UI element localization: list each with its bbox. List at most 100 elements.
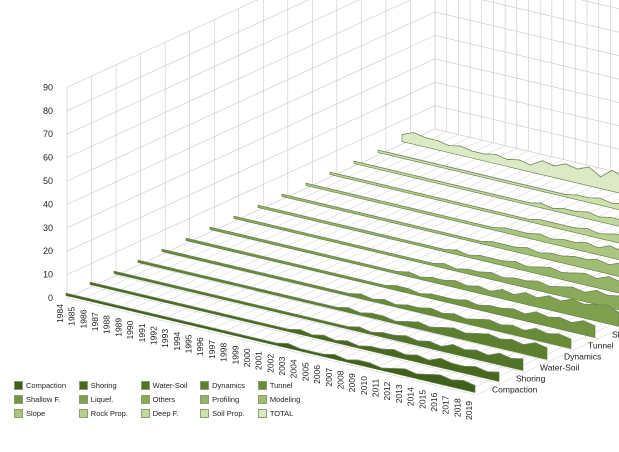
gridline bbox=[475, 329, 619, 396]
legend-swatch bbox=[257, 395, 267, 404]
y-tick-label: 50 bbox=[43, 176, 53, 186]
data-point bbox=[365, 163, 367, 165]
data-point bbox=[377, 149, 379, 151]
x-tick-label: 1988 bbox=[102, 315, 112, 334]
data-point bbox=[466, 285, 468, 287]
data-point bbox=[323, 334, 325, 336]
data-point bbox=[460, 145, 461, 147]
gridline bbox=[464, 320, 619, 393]
data-point bbox=[561, 272, 563, 273]
data-point bbox=[436, 163, 437, 165]
data-point bbox=[493, 210, 494, 212]
data-point bbox=[384, 284, 386, 286]
data-point bbox=[325, 271, 327, 272]
legend-item: Compaction bbox=[14, 381, 70, 390]
data-point bbox=[552, 207, 554, 209]
data-point bbox=[361, 262, 363, 264]
data-point bbox=[399, 204, 400, 206]
gridline bbox=[288, 198, 619, 351]
data-point bbox=[254, 287, 256, 289]
series-profiling bbox=[257, 204, 619, 294]
data-point bbox=[455, 268, 457, 270]
data-point bbox=[346, 359, 347, 361]
legend-item: Modeling bbox=[257, 395, 304, 404]
series-depth-label: Tunnel bbox=[588, 341, 614, 351]
data-point bbox=[364, 196, 365, 198]
data-point bbox=[587, 211, 589, 213]
data-point bbox=[476, 333, 478, 334]
data-point bbox=[412, 174, 413, 176]
series-depth-label: Compaction bbox=[492, 385, 538, 395]
data-point bbox=[267, 257, 269, 258]
data-point bbox=[455, 280, 456, 282]
gridline bbox=[323, 223, 619, 360]
data-point bbox=[148, 279, 150, 280]
data-point bbox=[381, 367, 382, 369]
gridline bbox=[242, 170, 611, 340]
x-tick-label: 2004 bbox=[289, 359, 299, 378]
data-point bbox=[393, 349, 395, 350]
y-tick-label: 70 bbox=[43, 129, 53, 139]
data-point bbox=[541, 188, 542, 190]
data-point bbox=[375, 199, 377, 201]
series-line bbox=[185, 237, 596, 327]
legend-item: Shallow F. bbox=[14, 395, 70, 404]
data-point bbox=[525, 280, 527, 282]
data-point bbox=[136, 276, 138, 278]
data-point bbox=[135, 309, 137, 311]
data-point bbox=[586, 242, 587, 244]
data-point bbox=[389, 152, 391, 154]
data-point bbox=[563, 208, 565, 210]
gridline bbox=[218, 164, 588, 335]
data-point bbox=[598, 233, 600, 234]
data-point bbox=[311, 334, 313, 336]
legend-item: Slope bbox=[14, 409, 70, 418]
series-compaction bbox=[65, 292, 476, 393]
data-point bbox=[538, 252, 540, 254]
data-point bbox=[572, 286, 574, 288]
data-point bbox=[256, 237, 258, 239]
series-shoring bbox=[89, 281, 500, 382]
data-point bbox=[442, 296, 444, 298]
gridline bbox=[300, 206, 619, 354]
series-water-soil bbox=[113, 270, 524, 371]
data-point bbox=[375, 215, 376, 217]
data-point bbox=[489, 305, 491, 306]
data-point bbox=[398, 221, 400, 223]
data-point bbox=[595, 304, 597, 305]
data-point bbox=[161, 248, 163, 250]
data-point bbox=[328, 188, 330, 190]
data-point bbox=[429, 340, 430, 342]
data-point bbox=[435, 180, 437, 181]
data-point bbox=[410, 224, 411, 226]
data-point bbox=[358, 345, 360, 347]
data-point bbox=[528, 202, 530, 204]
data-point bbox=[444, 249, 446, 250]
legend-label: Rock Prop. bbox=[90, 409, 128, 418]
data-point bbox=[571, 298, 573, 300]
data-point bbox=[560, 286, 562, 288]
data-point bbox=[301, 282, 303, 283]
data-point bbox=[386, 235, 387, 237]
y-tick-label: 30 bbox=[43, 223, 53, 233]
x-tick-label: 2009 bbox=[347, 373, 357, 392]
data-point bbox=[185, 237, 187, 239]
x-tick-label: 2008 bbox=[335, 370, 345, 389]
data-point bbox=[327, 237, 328, 239]
data-point bbox=[339, 224, 341, 225]
data-point bbox=[457, 218, 459, 220]
x-tick-label: 2005 bbox=[300, 362, 310, 381]
gridline bbox=[66, 297, 477, 396]
data-point bbox=[364, 180, 366, 181]
series-total bbox=[401, 132, 619, 194]
data-point bbox=[113, 270, 115, 272]
data-point bbox=[194, 323, 195, 325]
y-tick-label: 40 bbox=[43, 199, 53, 209]
data-point bbox=[595, 289, 597, 291]
data-point bbox=[424, 160, 426, 162]
data-point bbox=[464, 349, 465, 351]
data-point bbox=[340, 207, 341, 209]
gridline bbox=[66, 0, 259, 88]
x-tick-label: 1986 bbox=[78, 309, 88, 328]
data-point bbox=[242, 284, 244, 286]
